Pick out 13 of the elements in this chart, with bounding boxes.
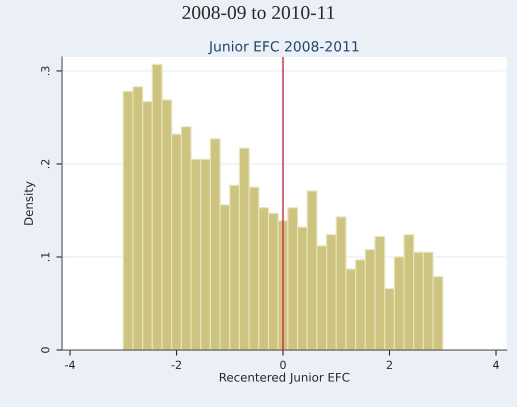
y-tick-label: .3 (41, 66, 50, 76)
y-tick-label: .2 (41, 160, 50, 168)
x-tick-label: 2 (386, 360, 392, 369)
chart-title: 2008-09 to 2010-11 (182, 6, 334, 20)
x-tick-label: 0 (280, 360, 286, 370)
y-axis-title: Density (24, 181, 36, 225)
x-axis-title: Recentered Junior EFC (220, 372, 350, 384)
x-tick-label: -4 (65, 360, 75, 369)
x-tick-label: 4 (493, 360, 499, 369)
x-tick-label: -2 (172, 360, 181, 369)
y-tick-label: .1 (41, 252, 50, 262)
y-tick-label: 0 (41, 347, 50, 353)
chart-subtitle: Junior EFC 2008-2011 (208, 40, 358, 54)
